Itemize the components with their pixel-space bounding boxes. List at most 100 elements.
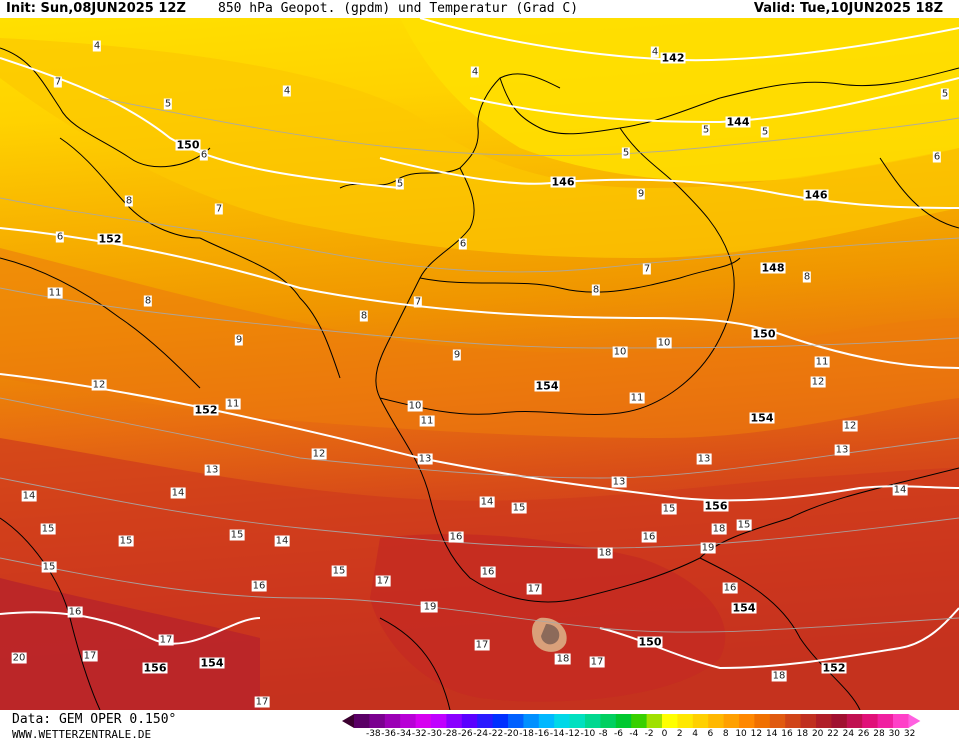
temperature-label: 15 (229, 529, 245, 541)
temperature-label: 17 (254, 696, 270, 708)
temperature-label: 14 (892, 484, 908, 496)
temperature-label: 12 (91, 379, 107, 391)
colorbar-swatch (723, 714, 740, 728)
temperature-label: 9 (452, 349, 462, 361)
temperature-label: 8 (143, 295, 153, 307)
temperature-label: 5 (395, 178, 405, 190)
temperature-label: 4 (650, 46, 660, 58)
temperature-label: 15 (511, 502, 527, 514)
colorbar-tick-label: -32 (411, 729, 427, 739)
temperature-label: 14 (170, 487, 186, 499)
temperature-label: 9 (636, 188, 646, 200)
colorbar-swatch (400, 714, 416, 728)
colorbar-swatch (492, 714, 509, 728)
geopotential-label: 156 (703, 499, 729, 513)
temperature-label: 5 (760, 126, 770, 138)
colorbar-swatch (893, 714, 909, 728)
temperature-label: 5 (163, 98, 173, 110)
colorbar-tick-label: 28 (873, 729, 885, 739)
colorbar-tick-label: -24 (473, 729, 488, 739)
colorbar-swatch (677, 714, 694, 728)
temperature-label: 4 (470, 66, 480, 78)
colorbar-tick-label: 18 (796, 729, 809, 739)
temperature-label: 16 (480, 566, 496, 578)
colorbar-swatch (354, 714, 370, 728)
geopotential-label: 152 (193, 403, 219, 417)
colorbar-tick-label: 30 (888, 729, 901, 739)
temperature-label: 10 (612, 346, 628, 358)
temperature-label: 14 (21, 490, 37, 502)
temperature-label: 12 (810, 376, 826, 388)
colorbar-tick-label: -10 (580, 729, 596, 739)
temperature-label: 14 (479, 496, 495, 508)
colorbar-swatch (600, 714, 617, 728)
temperature-label: 18 (711, 523, 727, 535)
colorbar-labels: -38 -36 -34 -32 -30 -28 -26 -24 -22 -20 -18 -16 -14-… (342, 729, 954, 741)
colorbar-swatch (538, 714, 555, 728)
temperature-label: 6 (199, 149, 209, 161)
temperature-label: 6 (55, 231, 65, 243)
temperature-label: 5 (940, 88, 950, 100)
temperature-label: 13 (611, 476, 627, 488)
valid-time: Valid: Tue,10JUN2025 18Z (753, 1, 943, 16)
colorbar-swatch (431, 714, 447, 728)
geopotential-label: 150 (175, 138, 201, 152)
colorbar-tick-label: 14 (765, 729, 778, 739)
temperature-label: 15 (41, 561, 57, 573)
colorbar-tick-label: -4 (629, 729, 639, 739)
temperature-label: 4 (282, 85, 292, 97)
colorbar-tick-label: 10 (735, 729, 747, 739)
colorbar-tick-label: -12 (565, 729, 580, 739)
map-footer: Data: GEM OPER 0.150° WWW.WETTERZENTRALE… (0, 710, 959, 741)
temperature-label: 8 (591, 284, 601, 296)
temperature-label: 17 (82, 650, 98, 662)
temperature-label: 19 (700, 542, 716, 554)
temperature-label: 16 (641, 531, 657, 543)
geopotential-label: 156 (142, 661, 168, 675)
colorbar-tick-label: 20 (811, 729, 824, 739)
colorbar-swatch (662, 714, 678, 728)
colorbar-swatch (631, 714, 647, 728)
temperature-label: 11 (47, 287, 63, 299)
geopotential-label: 152 (821, 661, 847, 675)
colorbar-tick-label: -18 (519, 729, 534, 739)
website: WWW.WETTERZENTRALE.DE (12, 728, 152, 741)
colorbar-tick-label: -2 (644, 729, 654, 739)
temperature-label: 12 (842, 420, 858, 432)
temperature-label: 20 (11, 652, 27, 664)
colorbar-swatch (415, 714, 432, 728)
temperature-label: 10 (656, 337, 672, 349)
temperature-label: 6 (932, 151, 942, 163)
temperature-label: 7 (642, 263, 652, 275)
temperature-label: 7 (214, 203, 224, 215)
temperature-label: 11 (814, 356, 830, 368)
temperature-label: 8 (802, 271, 812, 283)
colorbar-tick-label: -22 (488, 729, 504, 739)
geopotential-label: 152 (97, 232, 123, 246)
colorbar-tick-label: -30 (427, 729, 442, 739)
geopotential-label: 154 (534, 379, 560, 393)
geopotential-label: 154 (731, 601, 757, 615)
data-source: Data: GEM OPER 0.150° (12, 712, 177, 727)
colorbar-tick-label: -8 (598, 729, 608, 739)
colorbar-tick-label: -28 (442, 729, 458, 739)
geopotential-label: 154 (749, 411, 775, 425)
geopotential-label: 142 (660, 51, 686, 65)
colorbar-swatch (523, 714, 540, 728)
temperature-label: 18 (555, 653, 571, 665)
colorbar-swatch (446, 714, 463, 728)
temperature-label: 7 (53, 76, 63, 88)
geopotential-label: 146 (803, 188, 829, 202)
temperature-label: 13 (417, 453, 433, 465)
colorbar-tick-label: -14 (549, 729, 565, 739)
init-time: Init: Sun,08JUN2025 12Z (6, 1, 186, 16)
colorbar-tick-label: -20 (503, 729, 519, 739)
colorbar-tick-label: 12 (750, 729, 763, 739)
colorbar-swatch (384, 714, 401, 728)
temperature-label: 6 (458, 238, 468, 250)
geopotential-label: 148 (760, 261, 786, 275)
colorbar-swatch (569, 714, 586, 728)
geopotential-label: 150 (751, 327, 777, 341)
temperature-label: 12 (311, 448, 327, 460)
colorbar-swatch (369, 714, 386, 728)
